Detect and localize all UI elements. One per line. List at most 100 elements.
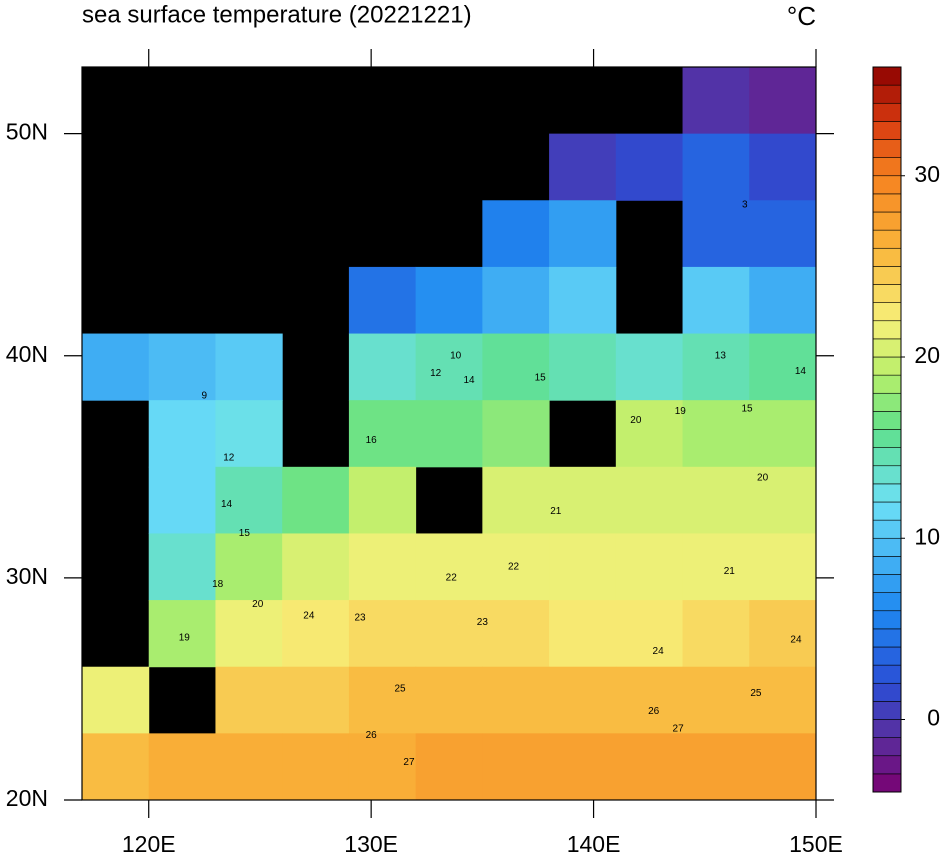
colorbar-band xyxy=(872,682,902,702)
sst-cell xyxy=(682,67,750,135)
sst-cell xyxy=(82,666,150,734)
colorbar-band xyxy=(872,211,902,231)
colorbar-tick-label: 30 xyxy=(914,161,940,187)
sst-cell xyxy=(549,666,617,734)
colorbar-band xyxy=(872,664,902,684)
sst-cell xyxy=(615,733,684,800)
sst-cell xyxy=(482,600,550,668)
sst-cell xyxy=(682,533,750,601)
sst-cell xyxy=(348,666,417,734)
chart-title: sea surface temperature (20221221) xyxy=(82,1,472,28)
x-tick-label: 120E xyxy=(122,831,176,857)
sst-cell xyxy=(348,533,417,601)
sst-cell xyxy=(415,666,483,734)
sst-cell xyxy=(215,533,283,601)
colorbar-band xyxy=(872,429,902,448)
colorbar-band xyxy=(872,193,902,213)
colorbar-band xyxy=(872,501,902,521)
sst-cell xyxy=(348,333,417,401)
contour-label: 27 xyxy=(403,757,415,768)
sst-cell xyxy=(148,533,216,601)
contour-label: 16 xyxy=(366,435,378,446)
contour-label: 19 xyxy=(675,406,687,417)
colorbar-band xyxy=(872,157,902,177)
sst-cell xyxy=(682,266,750,335)
contour-label: 3 xyxy=(742,199,748,210)
sst-cell xyxy=(615,400,684,468)
sst-cell xyxy=(415,533,483,601)
contour-label: 25 xyxy=(395,684,407,695)
sst-cell xyxy=(615,533,684,601)
sst-cell xyxy=(615,666,684,734)
contour-label: 22 xyxy=(508,561,520,572)
colorbar-band xyxy=(872,139,902,158)
colorbar: 0 10 20 30 xyxy=(872,66,940,793)
sst-cell xyxy=(549,600,617,668)
sst-cell xyxy=(148,733,216,800)
sst-cell xyxy=(282,600,350,668)
colorbar-band xyxy=(872,84,902,104)
sst-cell xyxy=(215,333,283,401)
colorbar-band xyxy=(872,356,902,376)
sst-cell xyxy=(482,733,550,800)
sst-cell xyxy=(348,733,417,800)
colorbar-band xyxy=(872,320,902,340)
sst-cell xyxy=(348,466,417,534)
sst-cell xyxy=(749,666,816,734)
colorbar-band xyxy=(872,592,902,612)
colorbar-band xyxy=(872,483,902,503)
sst-cell xyxy=(348,600,417,668)
sst-cell xyxy=(749,333,816,401)
map: 3 9 10 12 12 13 14 14 14 15 15 15 16 18 19 19 20 20 20 21 21… xyxy=(6,49,843,857)
contour-label: 9 xyxy=(202,390,208,401)
sst-cell xyxy=(682,333,750,401)
colorbar-band xyxy=(872,175,902,195)
colorbar-band xyxy=(872,266,902,285)
sst-cell xyxy=(749,133,816,201)
sst-cell xyxy=(148,400,216,468)
sst-cell xyxy=(549,333,617,401)
colorbar-band xyxy=(872,374,902,394)
sst-cell xyxy=(682,733,750,800)
contour-label: 23 xyxy=(477,617,489,628)
y-tick-label: 30N xyxy=(6,563,48,589)
colorbar-band xyxy=(872,411,902,430)
contour-label: 14 xyxy=(221,499,233,510)
contour-label: 12 xyxy=(223,453,235,464)
contour-label: 25 xyxy=(750,688,762,699)
x-tick-label: 150E xyxy=(789,831,843,857)
sst-cell xyxy=(348,400,417,468)
sst-cell xyxy=(215,400,283,468)
sst-cell xyxy=(749,600,816,668)
y-tick-label: 40N xyxy=(6,341,48,367)
contour-label: 20 xyxy=(757,473,769,484)
sst-cell xyxy=(215,666,283,734)
sst-cell xyxy=(749,733,816,800)
sst-cell xyxy=(415,266,483,335)
sst-cell xyxy=(482,266,550,335)
sst-cell xyxy=(749,200,816,268)
sst-cell xyxy=(615,466,684,534)
contour-label: 13 xyxy=(715,350,727,361)
colorbar-band xyxy=(872,302,902,322)
sst-cell xyxy=(749,466,816,534)
colorbar-band xyxy=(872,247,902,267)
colorbar-band xyxy=(872,556,902,575)
contour-label: 26 xyxy=(366,730,378,741)
unit-label: °C xyxy=(787,1,816,31)
sst-cell xyxy=(282,733,350,800)
colorbar-band xyxy=(872,737,902,757)
map-frame xyxy=(81,66,817,801)
sst-cell xyxy=(215,466,283,534)
contour-label: 18 xyxy=(212,579,224,590)
sst-cell xyxy=(415,400,483,468)
contour-label: 10 xyxy=(450,350,462,361)
colorbar-tick-label: 0 xyxy=(927,705,940,731)
sst-cell xyxy=(215,733,283,800)
sst-cell xyxy=(615,600,684,668)
contour-label: 27 xyxy=(673,724,685,735)
x-tick-label: 140E xyxy=(567,831,621,857)
colorbar-band xyxy=(872,392,902,412)
sst-cell xyxy=(749,67,816,135)
colorbar-band xyxy=(872,755,902,775)
